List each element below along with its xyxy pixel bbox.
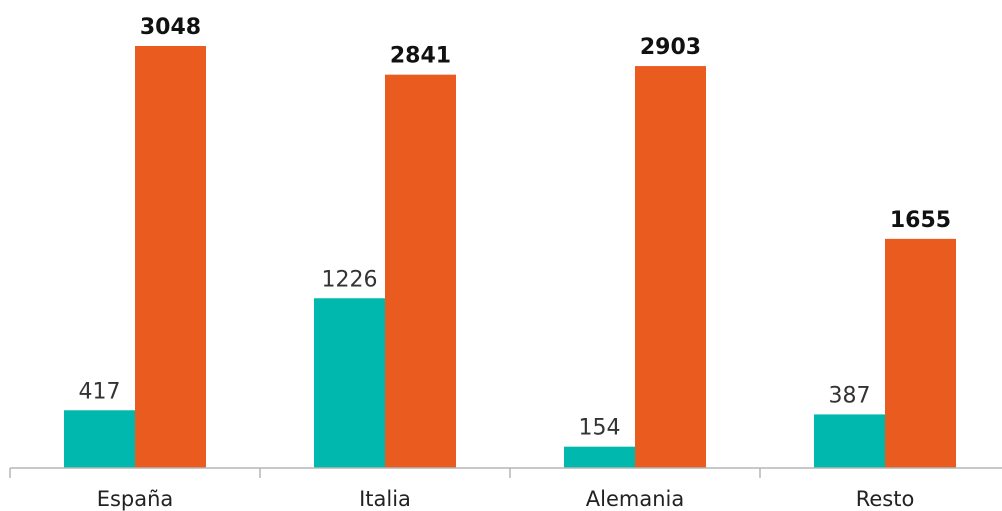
bar-alemania-series-2: [635, 66, 706, 468]
data-label-italia-series-2: 2841: [390, 44, 451, 69]
data-label-resto-series-1: 387: [829, 383, 871, 408]
value-labels-layer: 417 3048 1226 2841 154 2903 387 1655: [79, 15, 952, 441]
data-label-alemania-series-1: 154: [579, 416, 621, 441]
bars-layer: [64, 46, 956, 468]
bar-italia-series-1: [314, 298, 385, 468]
bar-resto-series-2: [885, 238, 956, 468]
category-label-alemania: Alemania: [586, 487, 684, 511]
category-labels-layer: España Italia Alemania Resto: [97, 487, 915, 511]
category-label-espana: España: [97, 487, 174, 511]
bar-espana-series-1: [64, 410, 135, 468]
data-label-espana-series-1: 417: [79, 379, 121, 404]
category-label-resto: Resto: [856, 487, 915, 511]
bar-resto-series-1: [814, 414, 885, 468]
data-label-resto-series-2: 1655: [890, 208, 951, 233]
data-label-italia-series-1: 1226: [322, 267, 378, 292]
data-label-alemania-series-2: 2903: [640, 35, 701, 60]
data-label-espana-series-2: 3048: [140, 15, 201, 40]
bar-italia-series-2: [385, 74, 456, 468]
bar-espana-series-2: [135, 46, 206, 468]
x-axis-ticks: [9, 468, 761, 478]
bar-alemania-series-1: [564, 446, 635, 468]
category-label-italia: Italia: [359, 487, 411, 511]
